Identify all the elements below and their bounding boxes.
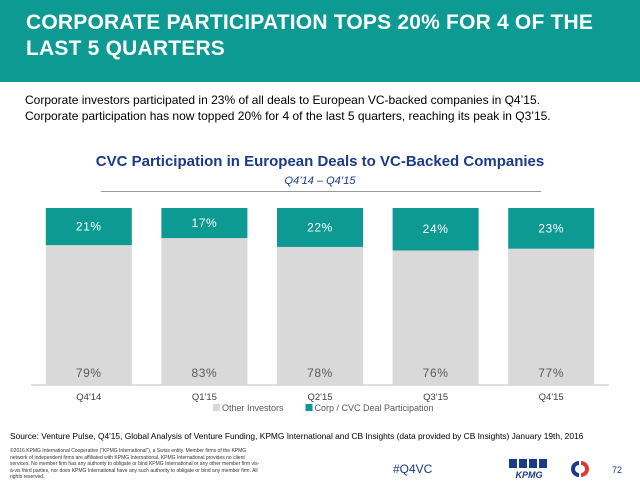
data-label-corp-cvc-3: 24% (423, 222, 449, 236)
data-label-other-investors-0: 79% (76, 366, 102, 380)
data-label-corp-cvc-4: 23% (538, 221, 564, 235)
source-note: Source: Venture Pulse, Q4'15, Global Ana… (10, 431, 584, 441)
data-label-other-investors-2: 78% (307, 366, 333, 380)
legend-swatch-1 (305, 404, 313, 411)
legend-label-1: Corp / CVC Deal Participation (315, 403, 434, 413)
data-label-other-investors-4: 77% (538, 366, 564, 380)
copyright-notice: ©2016 KPMG International Cooperative (“K… (10, 448, 260, 481)
bar-other-investors-0 (45, 245, 132, 385)
data-label-corp-cvc-2: 22% (307, 220, 333, 234)
bar-corp-cvc-3 (392, 208, 479, 251)
bar-other-investors-2 (277, 246, 363, 385)
bar-other-investors-3 (392, 250, 479, 385)
data-label-corp-cvc-0: 21% (76, 220, 102, 234)
intro-line-2: Corporate participation has now topped 2… (25, 109, 551, 123)
kpmg-logo-text: KPMG (516, 470, 543, 480)
intro-line-1: Corporate investors participated in 23% … (25, 93, 540, 107)
bar-corp-cvc-0 (45, 208, 132, 246)
x-tick-label-3: Q3'15 (423, 392, 448, 403)
stacked-bar-chart: 79% 21% Q4'14 83% 17% Q1'15 78% 22% Q2'15 76% 24% Q… (31, 208, 609, 413)
x-tick-label-4: Q4'15 (539, 392, 564, 403)
hashtag: #Q4VC (393, 462, 433, 476)
kpmg-logo: KPMG (509, 459, 547, 480)
chart-subtitle: Q4’14 – Q4’15 (284, 175, 356, 187)
title-divider (101, 191, 541, 192)
intro-text: Corporate investors participated in 23% … (25, 92, 625, 124)
bar-corp-cvc-2 (277, 208, 363, 247)
bar-corp-cvc-4 (508, 208, 595, 249)
bar-corp-cvc-1 (161, 208, 248, 239)
chart-title: CVC Participation in European Deals to V… (95, 153, 545, 170)
x-tick-label-2: Q2'15 (307, 392, 332, 403)
data-label-other-investors-3: 76% (423, 366, 449, 380)
cb-insights-logo (571, 461, 589, 477)
x-tick-label-1: Q1'15 (192, 392, 217, 403)
data-label-corp-cvc-1: 17% (191, 216, 217, 230)
legend-swatch-0 (213, 404, 220, 411)
legend-label-0: Other Investors (222, 403, 284, 413)
page-title: CORPORATE PARTICIPATION TOPS 20% FOR 4 O… (26, 11, 594, 60)
x-tick-label-0: Q4'14 (76, 392, 101, 403)
page-number: 72 (612, 465, 623, 475)
header-banner: CORPORATE PARTICIPATION TOPS 20% FOR 4 O… (0, 0, 640, 82)
bar-other-investors-1 (161, 238, 248, 385)
data-label-other-investors-1: 83% (191, 366, 217, 380)
bar-other-investors-4 (508, 248, 595, 385)
